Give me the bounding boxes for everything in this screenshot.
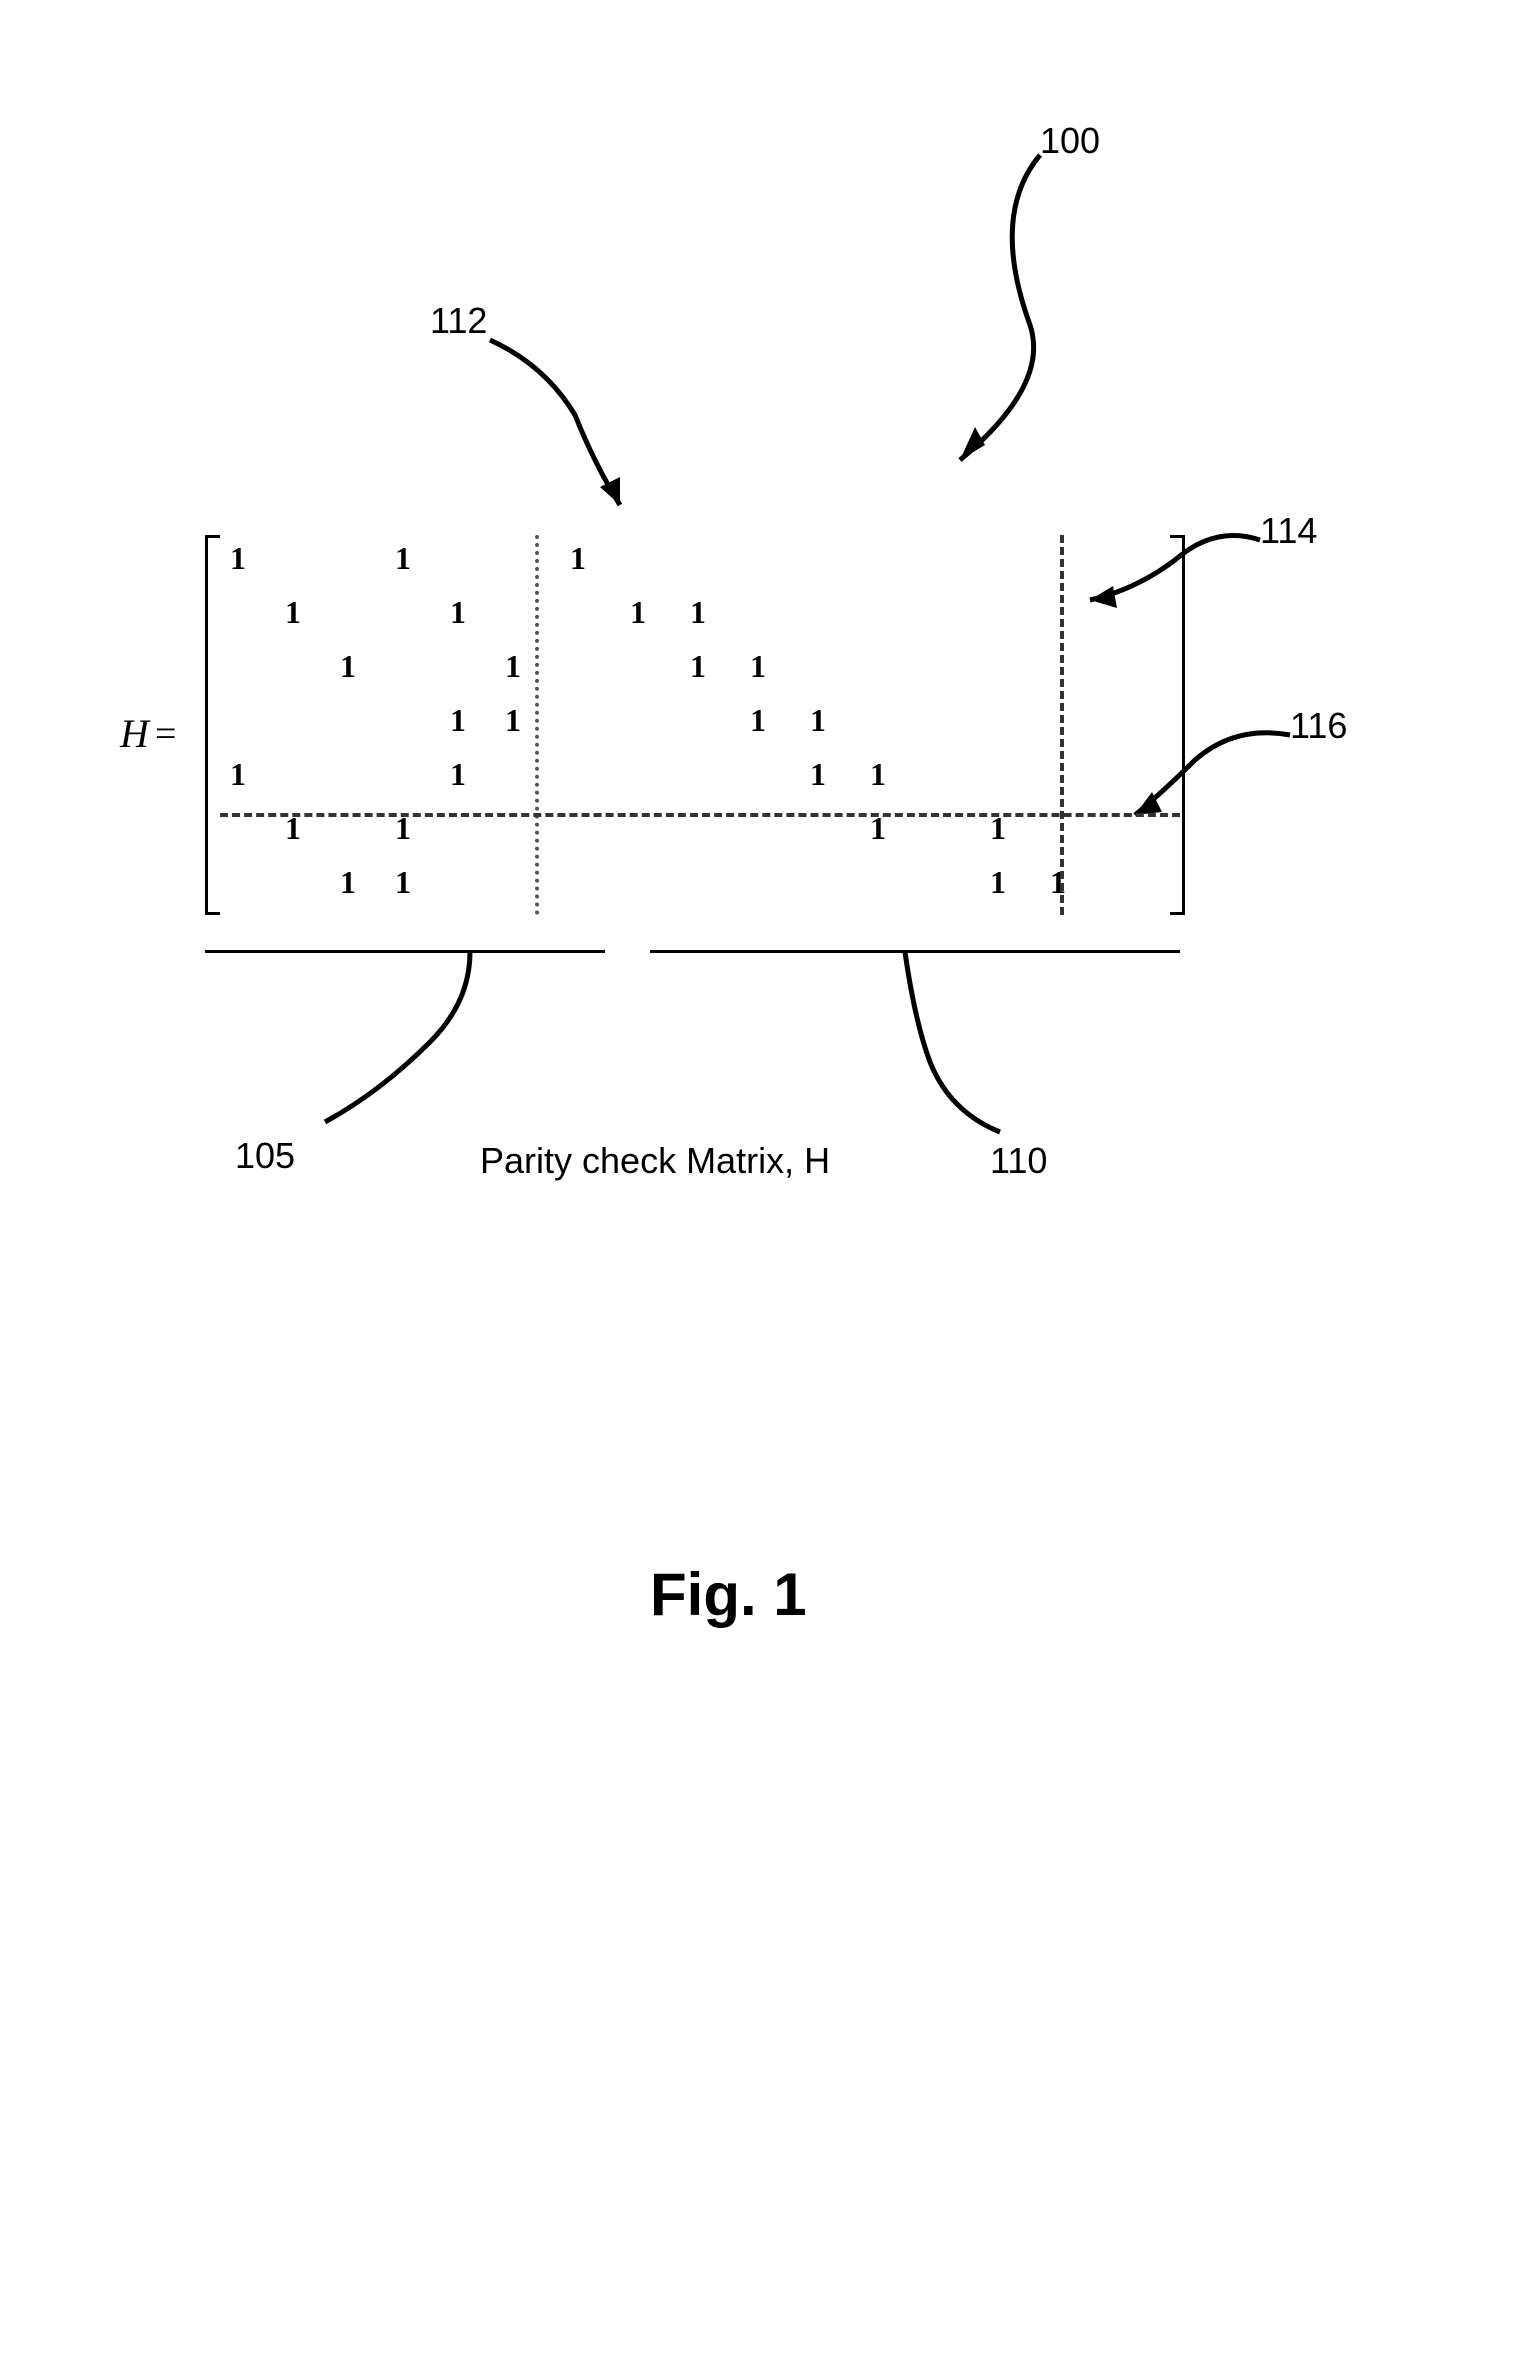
matrix-cell: 1 [450, 594, 466, 631]
matrix-cell: 1 [450, 756, 466, 793]
arrow-105 [310, 952, 510, 1142]
matrix-cell: 1 [395, 864, 411, 901]
arrow-110 [890, 952, 1070, 1147]
matrix-content: 111111111111111111111111111 [220, 535, 1170, 915]
matrix-cell: 1 [630, 594, 646, 631]
matrix-cell: 1 [340, 648, 356, 685]
dashed-horizontal-partition [220, 813, 1180, 817]
matrix-cell: 1 [230, 756, 246, 793]
figure-label: Fig. 1 [650, 1560, 807, 1629]
matrix-equals: = [155, 712, 176, 756]
matrix-cell: 1 [870, 756, 886, 793]
matrix-cell: 1 [505, 648, 521, 685]
ref-label-112: 112 [430, 300, 487, 342]
matrix-cell: 1 [810, 756, 826, 793]
matrix-caption: Parity check Matrix, H [480, 1140, 830, 1182]
matrix-cell: 1 [750, 702, 766, 739]
figure-container: 100 112 114 116 H = 11111111111111111111… [120, 420, 1400, 2020]
arrow-112 [485, 335, 685, 535]
matrix-cell: 1 [395, 540, 411, 577]
ref-label-110: 110 [990, 1140, 1047, 1182]
matrix-cell: 1 [285, 594, 301, 631]
matrix-cell: 1 [690, 648, 706, 685]
dotted-vertical-partition [535, 535, 539, 915]
matrix-cell: 1 [570, 540, 586, 577]
matrix-cell: 1 [340, 864, 356, 901]
ref-label-105: 105 [235, 1135, 295, 1177]
matrix-cell: 1 [690, 594, 706, 631]
matrix-cell: 1 [810, 702, 826, 739]
matrix-cell: 1 [505, 702, 521, 739]
dashed-vertical-partition [1060, 535, 1064, 915]
matrix-cell: 1 [750, 648, 766, 685]
matrix-symbol: H [120, 710, 149, 757]
matrix-bracket-right [1170, 535, 1185, 915]
matrix-bracket-left [205, 535, 220, 915]
matrix-cell: 1 [450, 702, 466, 739]
matrix-cell: 1 [230, 540, 246, 577]
matrix-cell: 1 [990, 864, 1006, 901]
arrow-100 [840, 145, 1140, 505]
